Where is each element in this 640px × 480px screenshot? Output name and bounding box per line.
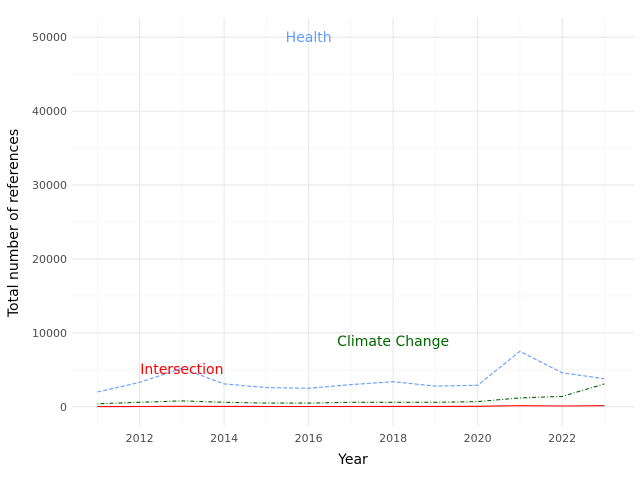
series-label-climate-change: Climate Change [337, 334, 449, 350]
y-tick-label: 30000 [32, 179, 67, 192]
x-axis-title: Year [337, 452, 368, 468]
series-line-climate-change [97, 383, 605, 405]
series-label-health: Health [286, 30, 332, 46]
x-tick-label: 2012 [126, 432, 154, 445]
x-tick-label: 2014 [210, 432, 238, 445]
series-line-health [97, 350, 605, 393]
y-tick-label: 20000 [32, 253, 67, 266]
x-tick-label: 2018 [379, 432, 407, 445]
y-tick-label: 10000 [32, 327, 67, 340]
series-lines [97, 350, 605, 408]
minor-gridlines [72, 18, 634, 426]
x-tick-label: 2022 [548, 432, 576, 445]
series-label-intersection: Intersection [140, 362, 223, 378]
y-axis-tick-labels: 0 10000 20000 30000 40000 50000 [32, 31, 67, 414]
x-tick-label: 2020 [464, 432, 492, 445]
x-axis-tick-labels: 2012 2014 2016 2018 2020 2022 [126, 432, 577, 445]
y-tick-label: 50000 [32, 31, 67, 44]
y-tick-label: 40000 [32, 105, 67, 118]
series-labels: Health Climate Change Intersection [140, 30, 449, 378]
series-line-intersection [97, 405, 605, 408]
y-axis-title: Total number of references [6, 129, 22, 318]
y-tick-label: 0 [60, 401, 67, 414]
x-tick-label: 2016 [295, 432, 323, 445]
